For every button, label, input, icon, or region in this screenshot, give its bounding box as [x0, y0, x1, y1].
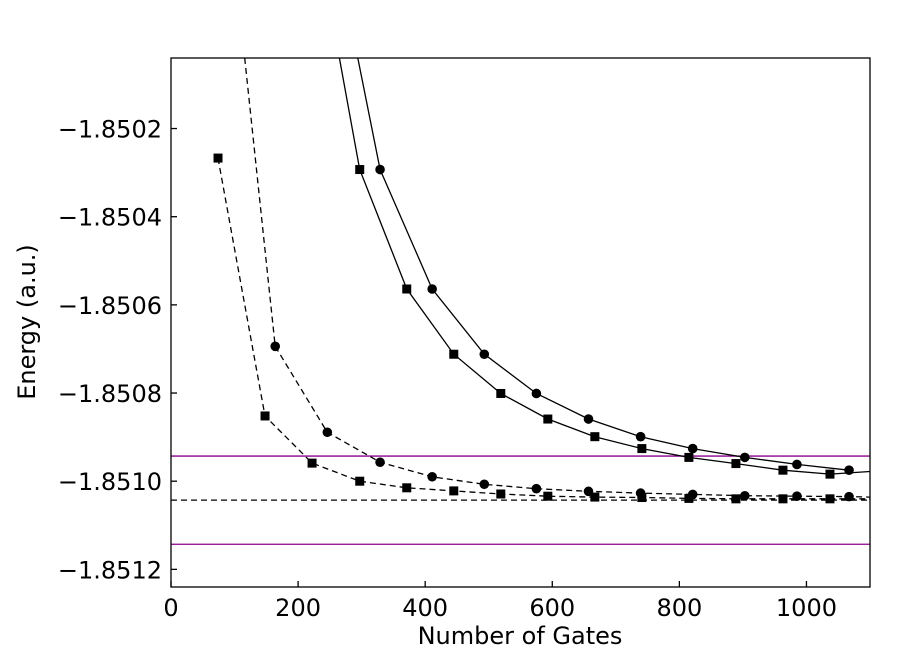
data-point-circle [375, 457, 385, 468]
x-tick-label: 600 [529, 594, 575, 622]
data-point-square [213, 153, 223, 163]
data-point-square [307, 458, 317, 468]
data-point-square [402, 483, 412, 493]
data-point-square [684, 493, 694, 503]
x-tick-label: 400 [402, 594, 448, 622]
data-point-circle [740, 490, 750, 501]
data-point-circle [635, 431, 646, 442]
data-point-square [496, 388, 506, 398]
data-point-circle [479, 349, 490, 360]
data-point-circle [479, 479, 490, 490]
data-point-square [355, 476, 365, 486]
data-point-square [402, 284, 412, 294]
data-point-square [684, 452, 694, 462]
plot-frame [170, 57, 871, 588]
x-axis-title: Number of Gates [418, 622, 623, 648]
data-point-circle [322, 427, 333, 438]
data-point-square [543, 414, 553, 424]
series-line [217, 157, 870, 500]
data-point-circle [844, 465, 854, 475]
data-point-square [731, 494, 741, 504]
data-point-square [590, 432, 600, 442]
data-point-square [449, 349, 459, 359]
data-point-circle [792, 459, 802, 470]
data-point-square [496, 489, 506, 499]
y-tick-label: −1.8508 [58, 380, 162, 408]
data-point-circle [375, 164, 385, 175]
data-point-circle [583, 486, 594, 497]
x-tick-label: 0 [163, 594, 178, 622]
data-point-circle [270, 341, 281, 352]
plot-area [170, 57, 871, 588]
y-tick-label: −1.8510 [58, 468, 162, 496]
reference-lines [171, 455, 870, 545]
data-point-circle [844, 491, 854, 502]
series-line [338, 58, 870, 475]
x-axis: 0 200 400 600 800 1000 [163, 581, 837, 622]
data-point-circle [792, 491, 802, 501]
x-tick-label: 800 [656, 594, 702, 622]
data-point-circle [687, 443, 698, 454]
data-point-square [260, 411, 270, 421]
data-point-circle [531, 388, 542, 399]
series-line [244, 58, 870, 498]
data-point-circle [635, 488, 646, 498]
data-point-square [825, 494, 835, 504]
y-tick-label: −1.8502 [58, 116, 162, 144]
data-point-circle [583, 414, 594, 424]
data-point-circle [687, 489, 698, 500]
data-point-square [637, 444, 647, 454]
marker-layer [213, 153, 854, 504]
series-line [357, 58, 850, 471]
y-axis-title: Energy (a.u.) [13, 244, 41, 400]
x-tick-label: 200 [275, 594, 321, 622]
data-point-square [449, 486, 459, 496]
data-point-circle [531, 483, 542, 494]
y-tick-label: −1.8512 [58, 556, 162, 584]
y-tick-label: −1.8504 [58, 204, 162, 232]
data-point-circle [427, 471, 437, 482]
y-axis: −1.8502 −1.8504 −1.8506 −1.8508 −1.8510 −1.85… [58, 116, 177, 584]
y-tick-label: −1.8506 [58, 292, 162, 320]
data-point-square [778, 465, 788, 475]
data-point-circle [427, 284, 437, 294]
data-point-square [778, 494, 788, 504]
data-point-square [543, 491, 553, 501]
data-point-circle [740, 452, 750, 463]
x-tick-label: 1000 [776, 594, 837, 622]
data-point-square [590, 492, 600, 502]
data-point-square [355, 165, 365, 175]
data-point-square [825, 469, 835, 479]
data-point-square [731, 459, 741, 469]
series-layer [217, 58, 870, 500]
